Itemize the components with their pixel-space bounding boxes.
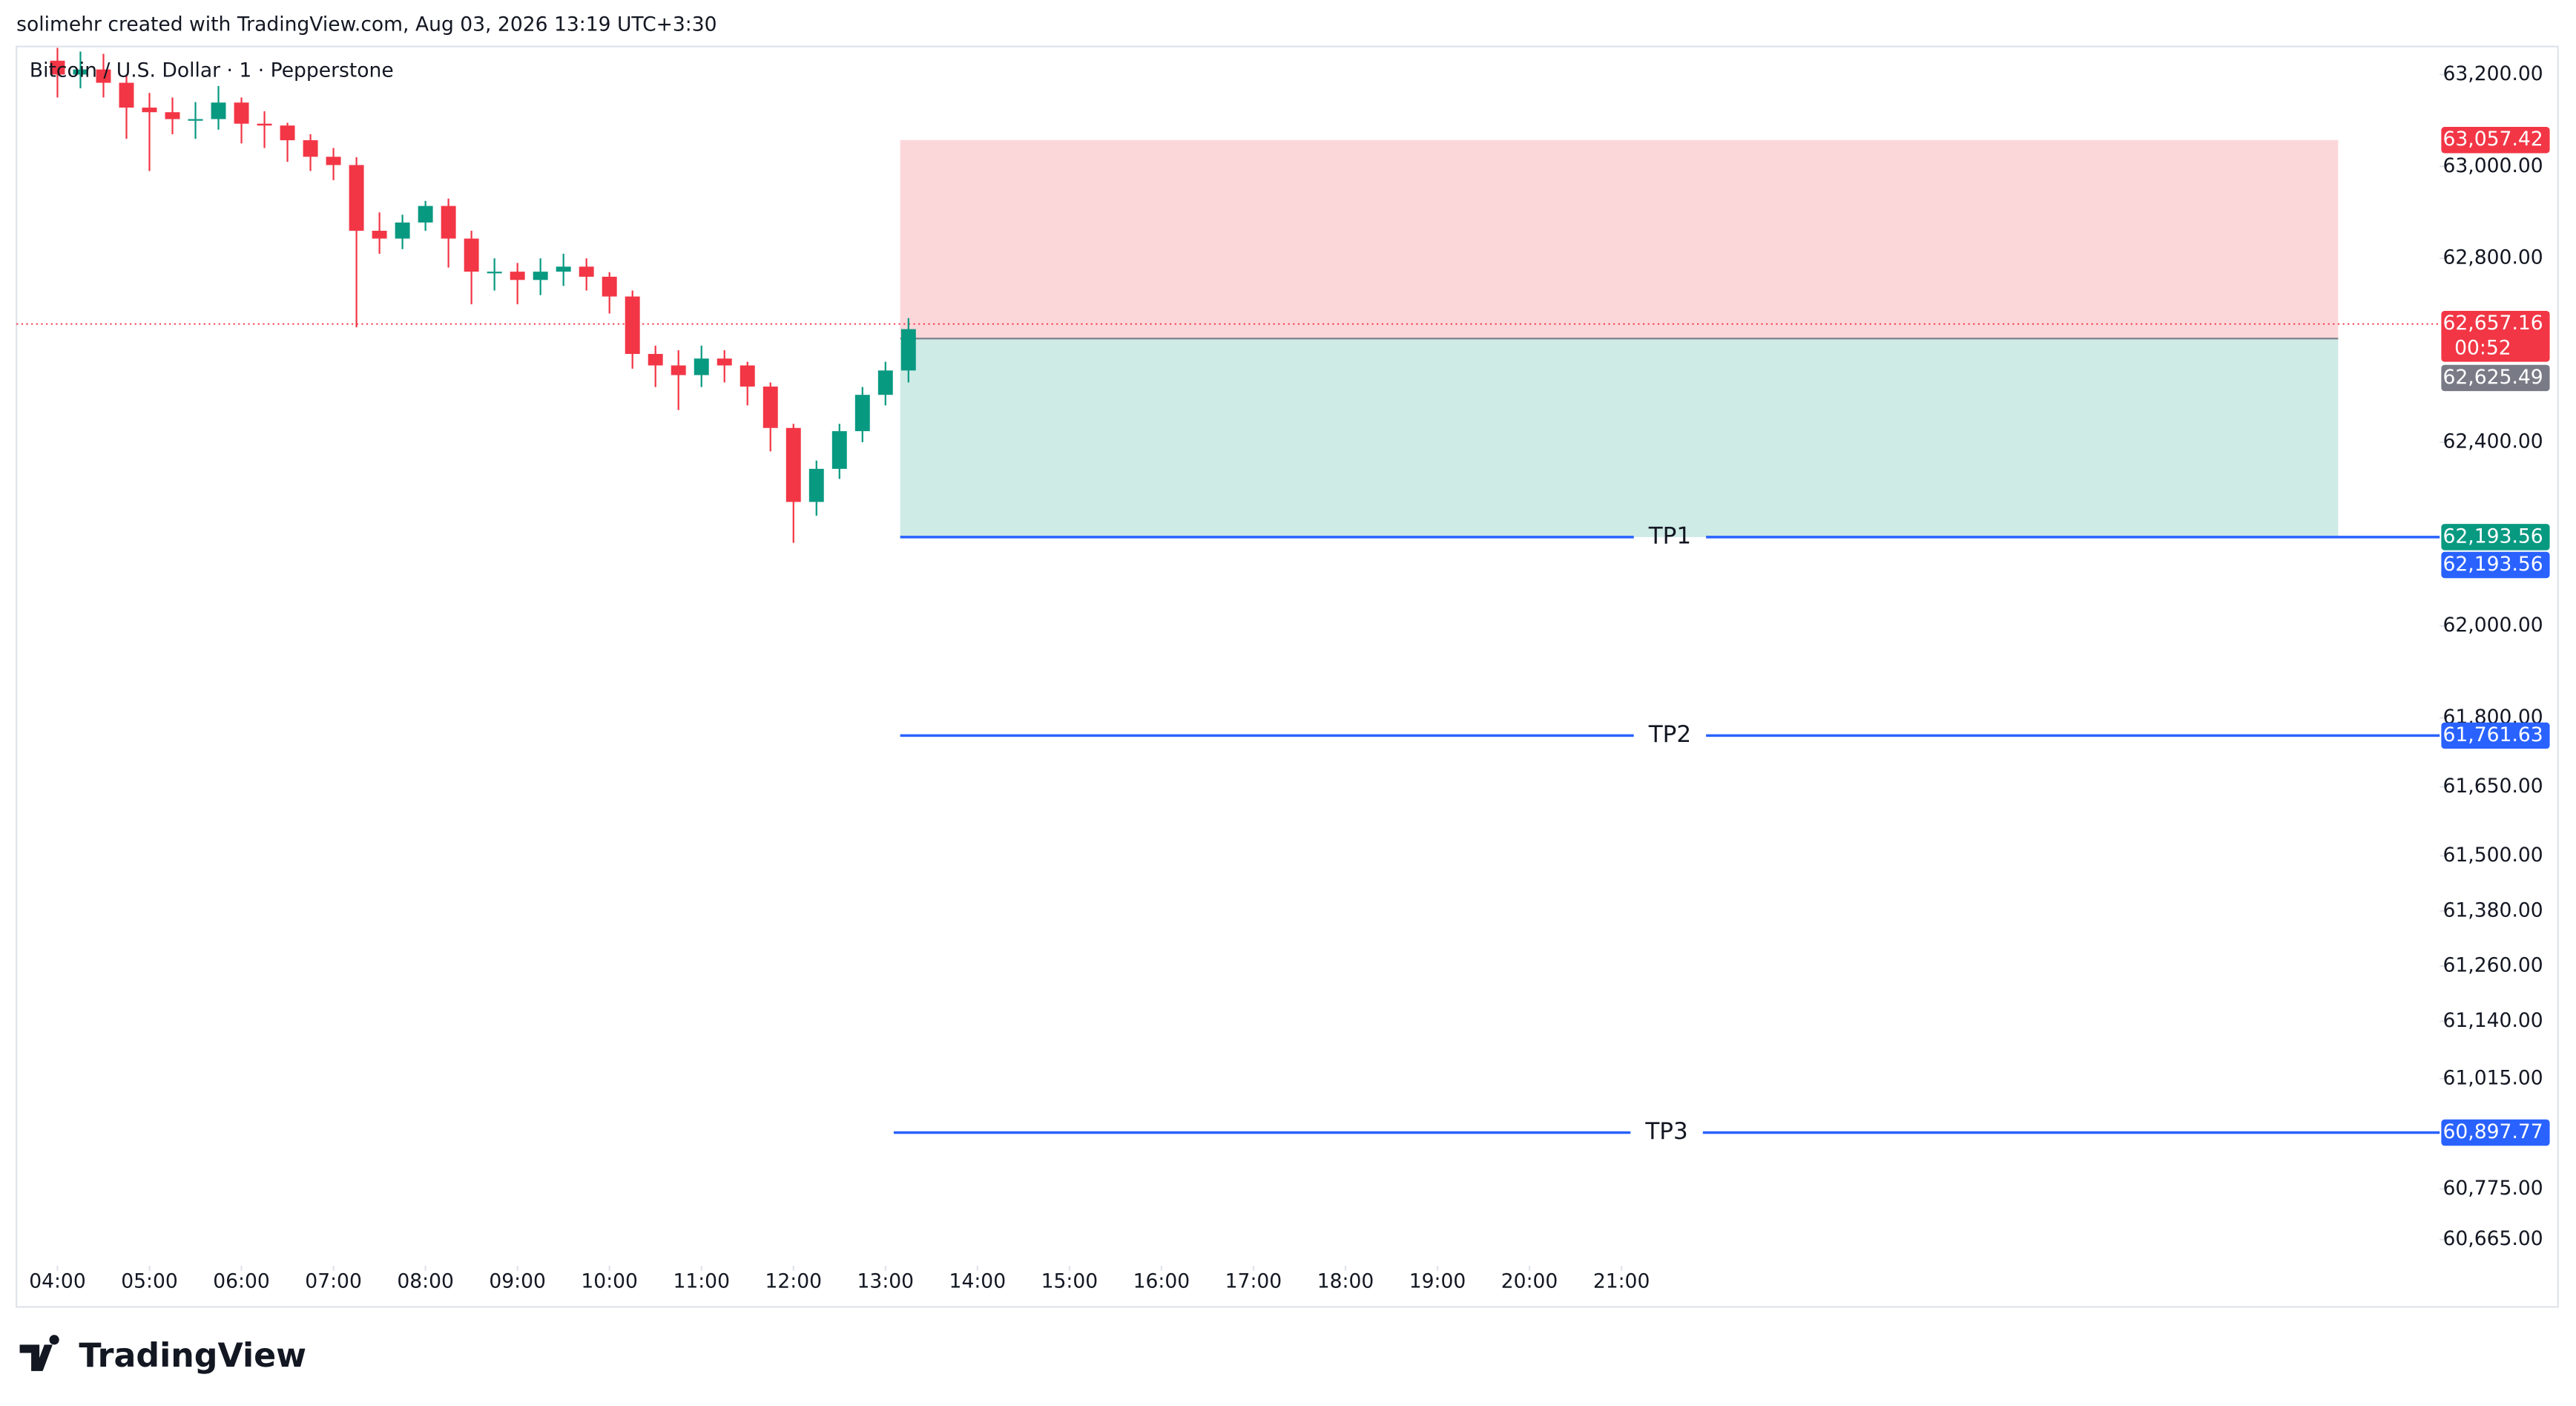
- price-tag: [2441, 364, 2550, 392]
- candle-body: [762, 387, 778, 428]
- y-tick-label: 61,015.00: [2443, 1066, 2543, 1089]
- candle-body: [556, 266, 571, 272]
- candle-body: [487, 272, 502, 274]
- candle-body: [234, 102, 249, 124]
- x-tick-label: 21:00: [1593, 1270, 1650, 1293]
- candle-body: [280, 125, 295, 141]
- level-name: TP2: [1648, 721, 1691, 748]
- candle-body: [808, 468, 824, 502]
- x-tick-label: 20:00: [1501, 1270, 1558, 1293]
- candle-body: [349, 165, 364, 231]
- candle-body: [579, 266, 594, 277]
- y-tick-label: 60,665.00: [2443, 1227, 2543, 1250]
- plot: 63,200.00 63,000.00 62,800.00 62,400.00 62,0…: [16, 47, 2550, 1293]
- candle-body: [717, 358, 732, 366]
- y-tick-label: 63,200.00: [2443, 62, 2543, 85]
- candle-body: [50, 60, 65, 75]
- y-tick-label: 61,650.00: [2443, 775, 2543, 798]
- candle-body: [625, 296, 640, 355]
- y-tick-label: 60,775.00: [2443, 1177, 2543, 1200]
- candle-body: [303, 140, 318, 157]
- candle-body: [510, 272, 525, 280]
- candle-body: [257, 123, 272, 126]
- x-tick-label: 19:00: [1409, 1270, 1466, 1293]
- candle-body: [188, 119, 203, 121]
- target-zone: [900, 338, 2339, 537]
- x-tick-label: 04:00: [29, 1270, 86, 1293]
- y-tick-label: 61,140.00: [2443, 1009, 2543, 1032]
- price-tag-label: 60,897.77: [2443, 1120, 2543, 1143]
- x-tick-label: 09:00: [489, 1270, 546, 1293]
- candle-body: [854, 395, 870, 432]
- x-tick-label: 13:00: [857, 1270, 915, 1293]
- x-tick-label: 16:00: [1133, 1270, 1190, 1293]
- candle-body: [533, 272, 548, 280]
- logo-icon: [19, 1335, 59, 1371]
- x-tick-label: 05:00: [121, 1270, 178, 1293]
- candle-body: [395, 222, 410, 239]
- pane-border: [16, 45, 2559, 1308]
- x-tick-label: 06:00: [213, 1270, 270, 1293]
- candle-body: [831, 431, 847, 469]
- x-tick-label: 07:00: [305, 1270, 362, 1293]
- x-tick-label: 17:00: [1225, 1270, 1282, 1293]
- candle-body: [96, 69, 111, 83]
- y-tick-label: 61,500.00: [2443, 844, 2543, 867]
- countdown: 00:52: [2454, 336, 2511, 359]
- candle-body: [372, 231, 387, 239]
- x-tick-label: 15:00: [1041, 1270, 1098, 1293]
- stop-zone: [900, 139, 2339, 339]
- candle-body: [441, 206, 456, 239]
- y-tick-label: 61,260.00: [2443, 954, 2543, 977]
- price-tag-label: 63,057.42: [2443, 128, 2543, 151]
- price-tag-label: 62,625.49: [2443, 366, 2543, 389]
- x-tick-label: 18:00: [1317, 1270, 1374, 1293]
- y-tick-label: 63,000.00: [2443, 154, 2543, 177]
- candle-body: [211, 102, 226, 119]
- candle-body: [694, 358, 709, 375]
- price-tag: [2441, 551, 2550, 579]
- price-tag-label: 62,193.56: [2443, 553, 2543, 576]
- x-tick-label: 10:00: [581, 1270, 638, 1293]
- y-tick-label: 62,400.00: [2443, 430, 2543, 453]
- price-tag-label: 62,193.56: [2443, 525, 2543, 548]
- candle-body: [73, 69, 88, 75]
- candle-body: [602, 276, 617, 297]
- x-tick-label: 12:00: [765, 1270, 822, 1293]
- price-tag: [2441, 127, 2550, 154]
- candle-body: [648, 354, 663, 366]
- price-tag: [2441, 524, 2550, 551]
- candle-body: [142, 108, 157, 113]
- candle-body: [671, 365, 686, 375]
- price-tag: [2441, 1119, 2550, 1146]
- header: solimehr created with TradingView.com, A…: [16, 13, 717, 36]
- x-tick-label: 08:00: [397, 1270, 454, 1293]
- y-tick-label: 62,800.00: [2443, 246, 2543, 269]
- candle-body: [900, 329, 916, 371]
- y-tick-label: 62,000.00: [2443, 614, 2543, 637]
- y-tick-label: 61,380.00: [2443, 899, 2543, 922]
- candle-body: [326, 157, 341, 165]
- chart-title: Bitcoin / U.S. Dollar · 1 · Pepperstone: [30, 59, 394, 82]
- candle-body: [877, 370, 893, 395]
- price-tag: [2441, 310, 2550, 362]
- x-tick-label: 14:00: [949, 1270, 1007, 1293]
- candle-body: [464, 238, 479, 272]
- candle-body: [418, 206, 433, 223]
- price-tag: [2441, 722, 2550, 749]
- logo: TradingView: [19, 1335, 306, 1375]
- candle-body: [165, 112, 180, 119]
- price-tag-label: 61,761.63: [2443, 723, 2543, 746]
- level-name: TP3: [1644, 1118, 1687, 1145]
- x-tick-label: 11:00: [673, 1270, 730, 1293]
- candle-body: [785, 427, 801, 502]
- level-name: TP1: [1648, 522, 1691, 549]
- candle-body: [739, 365, 755, 387]
- logo-text: TradingView: [79, 1337, 306, 1375]
- candle-body: [119, 82, 134, 108]
- price-tag-label: 62,657.16: [2443, 312, 2543, 335]
